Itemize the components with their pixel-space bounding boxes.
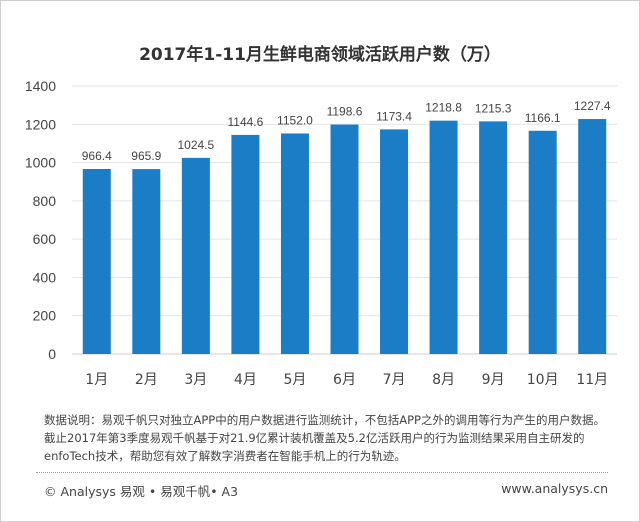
bar-4月 (231, 134, 260, 354)
y-tick-label: 1200 (25, 116, 56, 132)
x-tick-label: 11月 (576, 372, 608, 388)
y-tick-label: 400 (33, 269, 57, 285)
data-label: 1152.0 (277, 113, 313, 127)
y-tick-label: 600 (33, 231, 57, 247)
bar-3月 (181, 157, 210, 354)
data-label: 1166.1 (525, 111, 561, 125)
x-tick-label: 3月 (184, 372, 207, 388)
x-tick-label: 8月 (432, 372, 455, 388)
x-tick-label: 7月 (383, 372, 406, 388)
chart-title: 2017年1-11月生鲜电商领域活跃用户数（万） (139, 45, 501, 65)
bar-7月 (380, 129, 409, 354)
data-label: 1144.6 (228, 115, 264, 129)
bar-6月 (330, 124, 359, 354)
x-tick-label: 4月 (234, 372, 257, 388)
data-label: 965.9 (131, 149, 161, 163)
bar-2月 (132, 169, 161, 354)
data-label: 1024.5 (178, 138, 215, 152)
copyright: © Analysys 易观 • 易观千帆• A3 (44, 484, 239, 499)
data-label: 1227.4 (574, 99, 611, 113)
x-tick-label: 10月 (527, 372, 559, 388)
x-tick-label: 2月 (135, 372, 158, 388)
divider (36, 472, 608, 473)
x-tick-label: 1月 (85, 372, 108, 388)
y-tick-label: 800 (33, 193, 57, 209)
data-note: 数据说明：易观千帆只对独立APP中的用户数据进行监测统计，不包括APP之外的调用… (44, 413, 605, 463)
data-label: 966.4 (82, 149, 112, 163)
data-label: 1198.6 (327, 105, 363, 119)
website-link[interactable]: www.analysys.cn (501, 481, 608, 496)
bar-5月 (280, 133, 309, 354)
y-tick-label: 1400 (25, 78, 56, 94)
bar-chart: 0 200 400 600 800 1000 1200 1400 966.4 1月 965.9 2月 1… (25, 78, 617, 388)
data-label: 1173.4 (376, 109, 412, 123)
bar-8月 (429, 120, 458, 354)
bar-1月 (82, 169, 111, 354)
bar-11月 (578, 119, 607, 354)
bar-10月 (528, 130, 557, 354)
bar-9月 (479, 121, 508, 354)
data-label: 1218.8 (425, 101, 462, 115)
data-label: 1215.3 (475, 101, 512, 115)
y-tick-label: 1000 (25, 155, 56, 171)
x-tick-label: 9月 (482, 372, 505, 388)
x-tick-label: 5月 (283, 372, 306, 388)
x-tick-label: 6月 (333, 372, 356, 388)
y-tick-label: 200 (33, 308, 57, 324)
y-tick-label: 0 (48, 346, 56, 362)
